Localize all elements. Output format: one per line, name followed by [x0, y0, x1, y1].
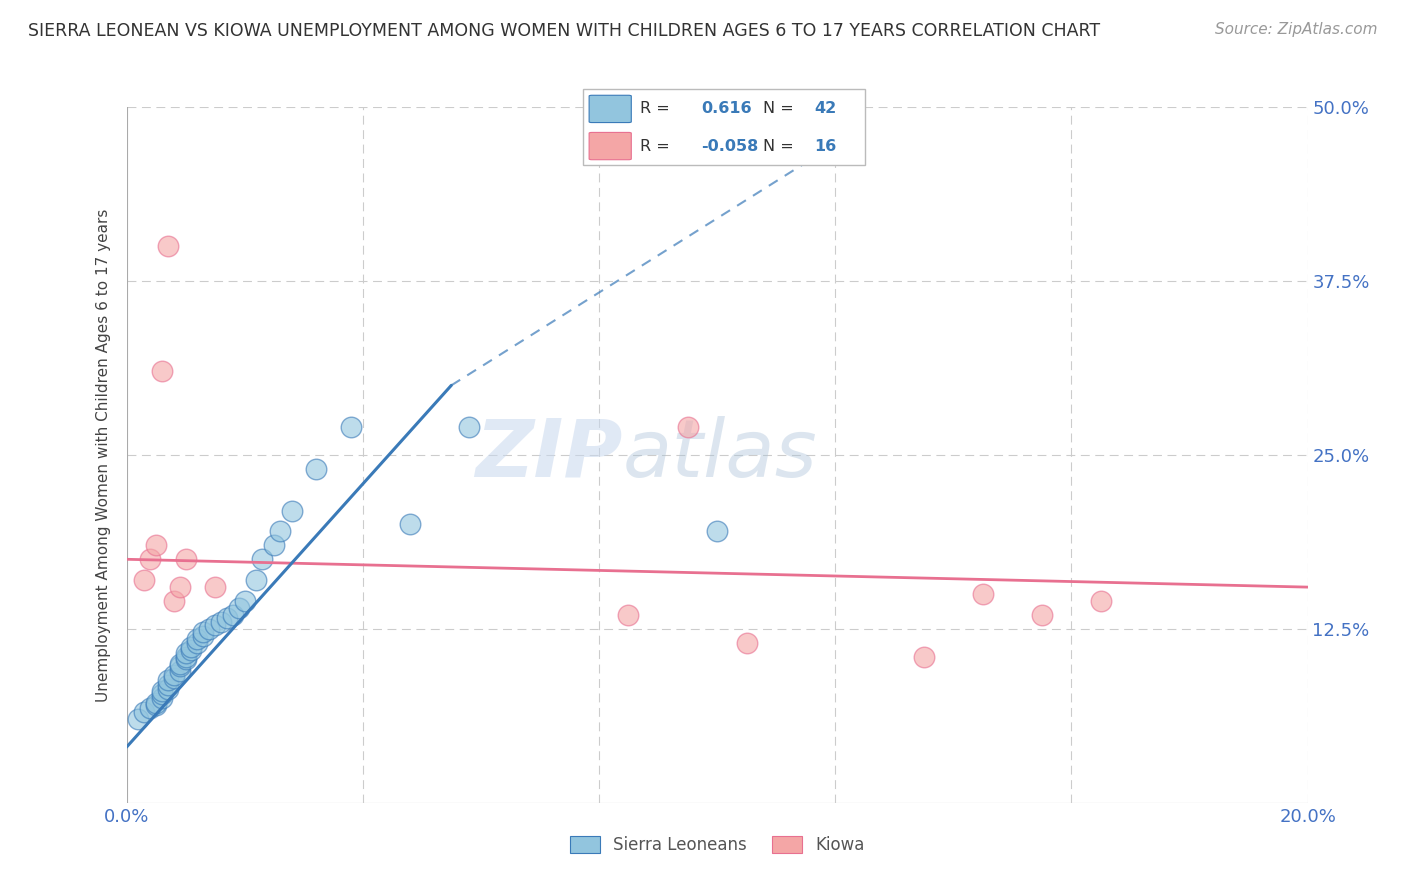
Point [617, 607, 640, 622]
Point [209, 615, 232, 629]
Point [156, 239, 179, 253]
Point [228, 601, 250, 615]
Point [139, 552, 162, 566]
FancyBboxPatch shape [589, 95, 631, 122]
Text: N =: N = [763, 138, 794, 153]
Point [222, 607, 245, 622]
Point [269, 524, 291, 539]
Point [215, 611, 238, 625]
Text: 42: 42 [814, 102, 837, 117]
Point [252, 552, 274, 566]
FancyBboxPatch shape [583, 89, 865, 165]
Point [193, 624, 215, 639]
Point [340, 420, 363, 434]
Point [204, 580, 226, 594]
Point [281, 503, 304, 517]
Point [127, 712, 149, 726]
Point [263, 538, 285, 552]
Point [174, 646, 197, 660]
Point [399, 517, 422, 532]
Point [735, 636, 758, 650]
Point [156, 673, 179, 688]
Point [150, 684, 173, 698]
Y-axis label: Unemployment Among Women with Children Ages 6 to 17 years: Unemployment Among Women with Children A… [96, 208, 111, 702]
Point [1031, 607, 1053, 622]
Point [156, 677, 179, 691]
Point [193, 629, 215, 643]
Point [186, 636, 208, 650]
Point [134, 573, 156, 587]
Point [676, 420, 699, 434]
Text: N =: N = [763, 102, 794, 117]
Text: SIERRA LEONEAN VS KIOWA UNEMPLOYMENT AMONG WOMEN WITH CHILDREN AGES 6 TO 17 YEAR: SIERRA LEONEAN VS KIOWA UNEMPLOYMENT AMO… [28, 22, 1101, 40]
Point [706, 524, 728, 539]
Point [174, 649, 197, 664]
Point [186, 632, 208, 646]
Text: R =: R = [640, 138, 669, 153]
Point [163, 667, 186, 681]
Point [150, 691, 173, 706]
Point [156, 681, 179, 696]
Point [912, 649, 935, 664]
Text: 16: 16 [814, 138, 837, 153]
Point [163, 594, 186, 608]
Point [150, 364, 173, 378]
Point [145, 698, 167, 713]
Text: ZIP: ZIP [475, 416, 623, 494]
Legend: Sierra Leoneans, Kiowa: Sierra Leoneans, Kiowa [562, 829, 872, 861]
Point [174, 652, 197, 666]
Point [145, 538, 167, 552]
Point [1090, 594, 1112, 608]
Point [204, 617, 226, 632]
Point [245, 573, 267, 587]
Text: 0.616: 0.616 [702, 102, 752, 117]
Point [180, 640, 202, 654]
Point [180, 642, 202, 657]
Text: atlas: atlas [623, 416, 817, 494]
Point [458, 420, 481, 434]
Point [233, 594, 256, 608]
Point [169, 657, 191, 671]
Point [972, 587, 994, 601]
Point [169, 664, 191, 678]
Text: R =: R = [640, 102, 669, 117]
Point [134, 706, 156, 720]
Point [174, 552, 197, 566]
Point [304, 462, 326, 476]
Point [198, 622, 221, 636]
Point [139, 701, 162, 715]
FancyBboxPatch shape [589, 132, 631, 160]
Text: Source: ZipAtlas.com: Source: ZipAtlas.com [1215, 22, 1378, 37]
Point [169, 580, 191, 594]
Text: -0.058: -0.058 [702, 138, 759, 153]
Point [150, 687, 173, 701]
Point [163, 671, 186, 685]
Point [145, 696, 167, 710]
Point [169, 659, 191, 673]
